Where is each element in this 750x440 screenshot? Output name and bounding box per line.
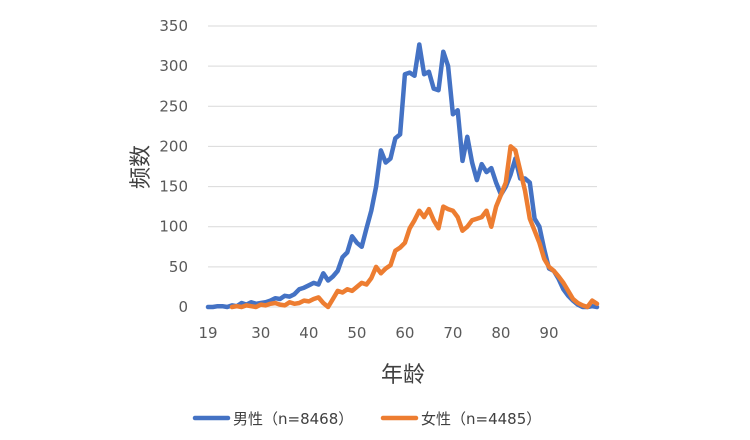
series-line-1 bbox=[229, 144, 600, 310]
y-tick-label: 200 bbox=[159, 137, 188, 155]
y-axis-title: 频数 bbox=[129, 145, 154, 189]
x-tick-label: 60 bbox=[395, 324, 414, 342]
y-tick-label: 250 bbox=[159, 97, 188, 115]
x-tick-label: 90 bbox=[539, 324, 558, 342]
legend-label-0: 男性（n=8468） bbox=[233, 410, 353, 428]
legend: 男性（n=8468） 女性（n=4485） bbox=[192, 410, 541, 428]
series-line-0 bbox=[205, 42, 600, 310]
x-tick-label: 70 bbox=[443, 324, 462, 342]
y-tick-label: 0 bbox=[178, 298, 188, 316]
y-axis-ticks: 0 50 100 150 200 250 300 350 bbox=[159, 17, 188, 316]
x-tick-label: 40 bbox=[299, 324, 318, 342]
series-lines bbox=[205, 42, 600, 310]
x-axis-title: 年龄 bbox=[381, 363, 425, 388]
y-tick-label: 50 bbox=[169, 258, 188, 276]
y-tick-label: 150 bbox=[159, 178, 188, 196]
x-tick-label: 80 bbox=[491, 324, 510, 342]
y-tick-label: 100 bbox=[159, 218, 188, 236]
legend-label-1: 女性（n=4485） bbox=[421, 410, 541, 428]
x-tick-label: 19 bbox=[198, 324, 217, 342]
gridlines bbox=[208, 25, 597, 308]
x-tick-label: 50 bbox=[347, 324, 366, 342]
x-tick-label: 30 bbox=[251, 324, 270, 342]
y-tick-label: 300 bbox=[159, 57, 188, 75]
x-axis-ticks: 19 30 40 50 60 70 80 90 bbox=[198, 324, 558, 342]
y-tick-label: 350 bbox=[159, 17, 188, 35]
